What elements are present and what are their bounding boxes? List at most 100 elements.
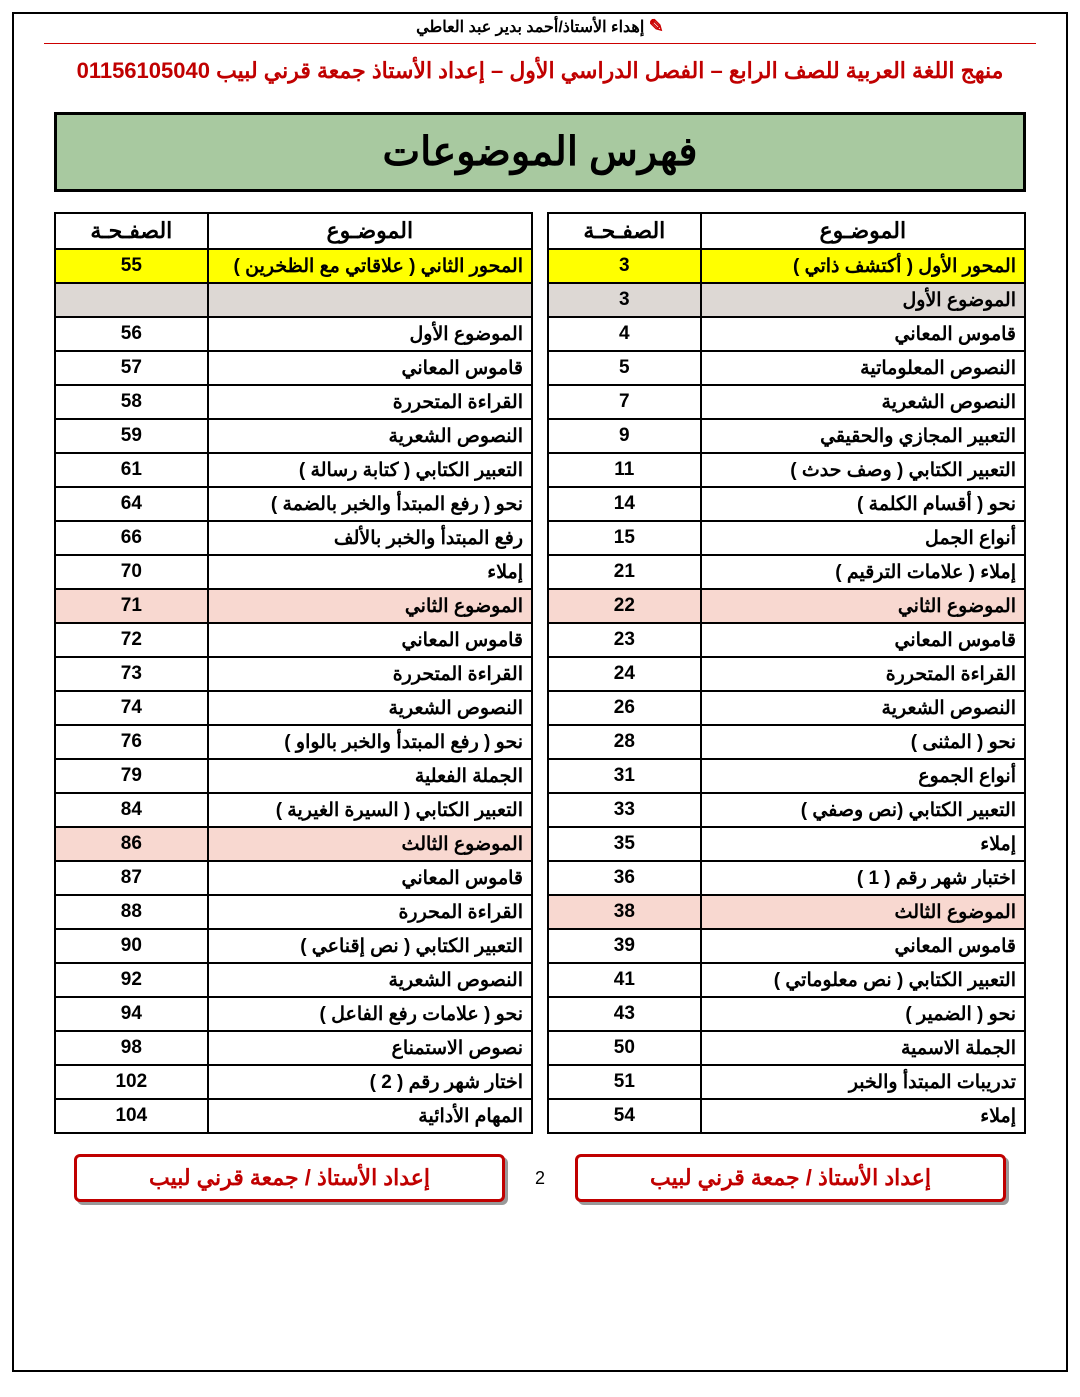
cell-topic: إملاء ( علامات الترقيم )	[701, 555, 1025, 589]
cell-page: 94	[55, 997, 208, 1031]
cell-topic: أنواع الجمل	[701, 521, 1025, 555]
cell-topic: القراءة المتحررة	[208, 657, 532, 691]
table-row: أنواع الجمل15	[548, 521, 1025, 555]
cell-topic: التعبير الكتابي ( نص معلوماتي )	[701, 963, 1025, 997]
table-row: النصوص المعلوماتية5	[548, 351, 1025, 385]
cell-topic: إملاء	[208, 555, 532, 589]
tables-container: الموضـوع الصفـحـة المحور الأول ( أكتشف ذ…	[14, 212, 1066, 1134]
cell-topic: نحو ( الضمير )	[701, 997, 1025, 1031]
table-row: المحور الأول ( أكتشف ذاتي )3	[548, 249, 1025, 283]
cell-page: 4	[548, 317, 701, 351]
table-header-row: الموضـوع الصفـحـة	[55, 213, 532, 249]
cell-page: 22	[548, 589, 701, 623]
cell-page: 26	[548, 691, 701, 725]
cell-topic: قاموس المعاني	[701, 317, 1025, 351]
cell-page: 56	[55, 317, 208, 351]
cell-topic: القراءة المتحررة	[701, 657, 1025, 691]
cell-page: 24	[548, 657, 701, 691]
cell-page: 21	[548, 555, 701, 589]
table-row: الموضوع الثالث86	[55, 827, 532, 861]
cell-page: 33	[548, 793, 701, 827]
table-row: القراءة المتحررة24	[548, 657, 1025, 691]
table-row: إملاء54	[548, 1099, 1025, 1133]
cell-page: 28	[548, 725, 701, 759]
table-row: المهام الأدائية104	[55, 1099, 532, 1133]
table-row: النصوص الشعرية74	[55, 691, 532, 725]
cell-page: 84	[55, 793, 208, 827]
table-row: الموضوع الثاني71	[55, 589, 532, 623]
table-row: قاموس المعاني72	[55, 623, 532, 657]
cell-topic: إملاء	[701, 827, 1025, 861]
col-header-page: الصفـحـة	[55, 213, 208, 249]
cell-topic: نحو ( رفع المبتدأ والخبر بالضمة )	[208, 487, 532, 521]
cell-topic: إملاء	[701, 1099, 1025, 1133]
cell-page: 61	[55, 453, 208, 487]
table-row: اختار شهر رقم ( 2 )102	[55, 1065, 532, 1099]
table-row: نحو ( أقسام الكلمة )14	[548, 487, 1025, 521]
credit-box-right: إعداد الأستاذ / جمعة قرني لبيب	[575, 1154, 1006, 1202]
toc-table-right: الموضـوع الصفـحـة المحور الأول ( أكتشف ذ…	[547, 212, 1026, 1134]
cell-topic: التعبير الكتابي ( السيرة الغيرية )	[208, 793, 532, 827]
credit-box-left: إعداد الأستاذ / جمعة قرني لبيب	[74, 1154, 505, 1202]
cell-topic: النصوص الشعرية	[208, 963, 532, 997]
table-row: التعبير الكتابي (نص وصفي )33	[548, 793, 1025, 827]
cell-topic: اختار شهر رقم ( 2 )	[208, 1065, 532, 1099]
toc-table-left: الموضـوع الصفـحـة المحور الثاني ( علاقات…	[54, 212, 533, 1134]
cell-topic: التعبير الكتابي (نص وصفي )	[701, 793, 1025, 827]
cell-topic	[208, 283, 532, 317]
cell-page: 3	[548, 283, 701, 317]
cell-topic: نحو ( أقسام الكلمة )	[701, 487, 1025, 521]
cell-topic: الموضوع الثالث	[701, 895, 1025, 929]
cell-topic: اختبار شهر رقم ( 1 )	[701, 861, 1025, 895]
cell-topic: النصوص الشعرية	[208, 691, 532, 725]
cell-page: 92	[55, 963, 208, 997]
cell-page: 71	[55, 589, 208, 623]
table-row: الجملة الفعلية79	[55, 759, 532, 793]
table-row: النصوص الشعرية7	[548, 385, 1025, 419]
table-row: إملاء ( علامات الترقيم )21	[548, 555, 1025, 589]
cell-page: 7	[548, 385, 701, 419]
cell-page: 14	[548, 487, 701, 521]
table-row: التعبير الكتابي ( وصف حدث )11	[548, 453, 1025, 487]
col-header-page: الصفـحـة	[548, 213, 701, 249]
table-header-row: الموضـوع الصفـحـة	[548, 213, 1025, 249]
cell-page: 64	[55, 487, 208, 521]
cell-page: 11	[548, 453, 701, 487]
cell-topic: الموضوع الثالث	[208, 827, 532, 861]
cell-topic: الجملة الاسمية	[701, 1031, 1025, 1065]
cell-topic: المحور الأول ( أكتشف ذاتي )	[701, 249, 1025, 283]
cell-page: 23	[548, 623, 701, 657]
cell-page: 41	[548, 963, 701, 997]
cell-page: 88	[55, 895, 208, 929]
cell-page: 36	[548, 861, 701, 895]
table-row: النصوص الشعرية59	[55, 419, 532, 453]
cell-page: 70	[55, 555, 208, 589]
banner-title: فهرس الموضوعات	[383, 130, 698, 174]
cell-page: 3	[548, 249, 701, 283]
cell-topic: المهام الأدائية	[208, 1099, 532, 1133]
table-row: نحو ( علامات رفع الفاعل )94	[55, 997, 532, 1031]
footer: إعداد الأستاذ / جمعة قرني لبيب 2 إعداد ا…	[14, 1134, 1066, 1220]
table-row: الموضوع الثالث38	[548, 895, 1025, 929]
cell-topic: رفع المبتدأ والخبر بالألف	[208, 521, 532, 555]
cell-topic: التعبير الكتابي ( نص إقناعي )	[208, 929, 532, 963]
ribbon-text: إهداء الأستاذ/أحمد بدير عبد العاطي	[416, 19, 644, 36]
cell-page: 90	[55, 929, 208, 963]
cell-page: 38	[548, 895, 701, 929]
cell-page: 39	[548, 929, 701, 963]
table-row: القراءة المتحررة58	[55, 385, 532, 419]
cell-topic: التعبير الكتابي ( كتابة رسالة )	[208, 453, 532, 487]
cell-page: 74	[55, 691, 208, 725]
table-row: نحو ( المثنى )28	[548, 725, 1025, 759]
table-row: قاموس المعاني23	[548, 623, 1025, 657]
table-row: التعبير الكتابي ( نص إقناعي )90	[55, 929, 532, 963]
table-row: إملاء35	[548, 827, 1025, 861]
cell-topic: قاموس المعاني	[208, 861, 532, 895]
table-row: التعبير الكتابي ( كتابة رسالة )61	[55, 453, 532, 487]
table-row: تدريبات المبتدأ والخبر51	[548, 1065, 1025, 1099]
table-row: التعبير الكتابي ( نص معلوماتي )41	[548, 963, 1025, 997]
cell-page: 50	[548, 1031, 701, 1065]
cell-topic: القراءة المتحررة	[208, 385, 532, 419]
cell-page: 76	[55, 725, 208, 759]
top-ribbon: ✎ إهداء الأستاذ/أحمد بدير عبد العاطي	[44, 14, 1036, 44]
